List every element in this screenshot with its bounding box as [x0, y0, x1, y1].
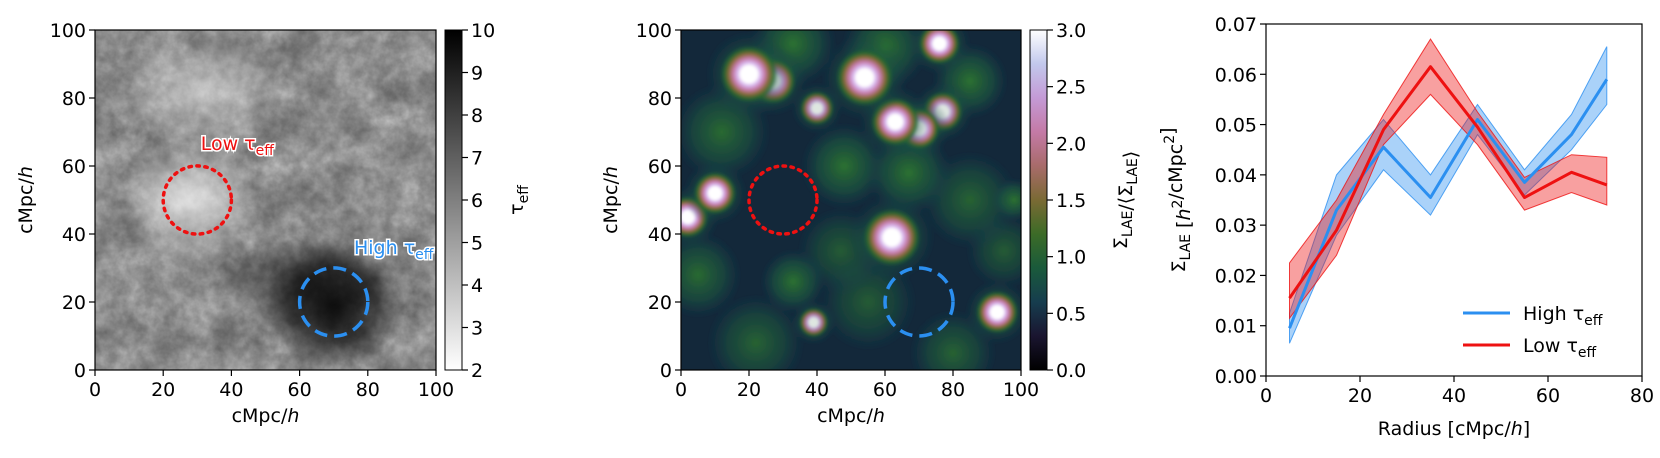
lae-density-peak — [720, 45, 778, 104]
tau-high-tau-label: High τeff — [354, 237, 434, 263]
tau-low-tau-label: Low τeff — [201, 133, 275, 159]
profile-y-tick-label: 0.01 — [1215, 316, 1257, 338]
lae-density-glow — [800, 122, 888, 210]
profile-y-tick-label: 0.07 — [1215, 14, 1257, 36]
tau-colorbar-tick-label: 2 — [471, 360, 483, 382]
tau-y-tick-label: 40 — [62, 224, 86, 246]
lae-colorbar-tick-label: 0.5 — [1056, 303, 1086, 325]
lae-colorbar-tick-label: 2.5 — [1056, 77, 1086, 99]
profile-y-tick-label: 0.03 — [1215, 215, 1257, 237]
tau-y-tick-label: 80 — [62, 88, 86, 110]
profile-y-axis-label: ΣLAE [h2/cMpc2] — [1157, 127, 1195, 272]
lae-y-tick-label: 20 — [648, 292, 672, 314]
lae-x-tick-label: 80 — [941, 379, 965, 401]
tau-colorbar-tick-label: 10 — [471, 20, 495, 42]
lae-colorbar-tick-label: 3.0 — [1056, 20, 1086, 42]
lae-density-heatmap-image — [681, 30, 1021, 370]
lae-colorbar-tick-label: 1.0 — [1056, 247, 1086, 269]
profile-x-tick-label: 40 — [1442, 385, 1466, 407]
tau-colorbar-tick-label: 3 — [471, 318, 483, 340]
tau-x-tick-label: 60 — [288, 379, 312, 401]
lae-y-tick-label: 80 — [648, 88, 672, 110]
profile-x-tick-label: 20 — [1348, 385, 1372, 407]
lae-y-tick-label: 0 — [660, 360, 672, 382]
lae-y-tick-label: 40 — [648, 224, 672, 246]
tau-x-tick-label: 80 — [356, 379, 380, 401]
lae-density-glow — [760, 248, 826, 315]
profile-y-tick-label: 0.02 — [1215, 265, 1257, 287]
tau-colorbar — [444, 29, 463, 371]
lae-density-peak — [693, 171, 737, 215]
tau-y-tick-label: 100 — [50, 20, 86, 42]
panel-lae-density-map: 0 20 40 60 80 100 0 20 40 60 80 100 cMpc/h cMpc/h 0… — [600, 20, 1142, 427]
tau-x-tick-label: 0 — [89, 379, 101, 401]
lae-density-peak — [862, 208, 921, 267]
lae-high-tau-region-circle — [883, 266, 955, 338]
lae-colorbar-label: ΣLAE/⟨ΣLAE⟩ — [1110, 151, 1142, 249]
tau-y-tick-label: 0 — [74, 360, 86, 382]
lae-density-peak — [798, 307, 829, 338]
low-tau-error-band — [1289, 38, 1608, 320]
tau-x-tick-label: 100 — [418, 379, 454, 401]
high-tau-series-line — [1288, 78, 1609, 329]
tau-colorbar-tick-label: 8 — [471, 105, 483, 127]
lae-colorbar-tick-label: 0.0 — [1056, 360, 1086, 382]
lae-y-tick-label: 60 — [648, 156, 672, 178]
profile-legend: High τeff Low τeff — [1463, 303, 1603, 361]
lae-colorbar — [1029, 29, 1048, 371]
tau-x-tick-label: 40 — [219, 379, 243, 401]
tau-colorbar-tick-label: 7 — [471, 148, 483, 170]
panel-tau-map: Low τeff High τeff 0 20 40 60 80 100 0 20 40 60 80 1… — [15, 20, 532, 427]
profile-x-tick-label: 0 — [1260, 385, 1272, 407]
profile-x-tick-label: 60 — [1536, 385, 1560, 407]
lae-density-glow — [681, 231, 742, 319]
lae-y-axis-label: cMpc/h — [600, 166, 622, 234]
profile-x-tick-label: 80 — [1630, 385, 1654, 407]
tau-low-tau-region-circle — [161, 164, 234, 236]
lae-density-glow — [992, 178, 1021, 222]
lae-low-tau-region-circle — [747, 164, 819, 236]
tau-colorbar-tick-label: 9 — [471, 63, 483, 85]
legend-high-tau-label: High τeff — [1523, 303, 1603, 329]
tau-y-tick-label: 60 — [62, 156, 86, 178]
lae-x-tick-label: 100 — [1003, 379, 1039, 401]
lae-x-tick-label: 40 — [805, 379, 829, 401]
tau-colorbar-tick-label: 4 — [471, 275, 483, 297]
profile-y-tick-label: 0.04 — [1215, 165, 1257, 187]
lae-x-tick-label: 0 — [675, 379, 687, 401]
lae-density-peak — [835, 48, 894, 107]
profile-y-tick-label: 0.05 — [1215, 115, 1257, 137]
lae-density-peak — [975, 290, 1019, 334]
lae-x-tick-label: 20 — [737, 379, 761, 401]
lae-density-peak — [799, 91, 835, 126]
tau-x-tick-label: 20 — [151, 379, 175, 401]
tau-y-tick-label: 20 — [62, 292, 86, 314]
tau-heatmap-image — [95, 30, 436, 370]
profile-y-tick-label: 0.00 — [1215, 366, 1257, 388]
lae-y-tick-label: 100 — [636, 20, 672, 42]
low-tau-series-line — [1288, 65, 1608, 299]
tau-colorbar-label: τeff — [506, 185, 532, 215]
tau-y-axis-label: cMpc/h — [15, 166, 37, 234]
tau-high-tau-region-circle — [297, 266, 370, 338]
profile-x-axis-label: Radius [cMpc/h] — [1378, 418, 1530, 440]
tau-x-axis-label: cMpc/h — [232, 405, 300, 427]
lae-x-axis-label: cMpc/h — [817, 405, 885, 427]
panel-radial-profile: 0 20 40 60 80 0.00 0.01 0.02 0.03 0.04 0.05 0.06 0.0… — [1157, 14, 1654, 440]
legend-low-tau-label: Low τeff — [1523, 335, 1597, 361]
lae-density-glow — [706, 293, 805, 370]
profile-y-tick-label: 0.06 — [1215, 64, 1257, 86]
lae-colorbar-tick-label: 1.5 — [1056, 190, 1086, 212]
lae-x-tick-label: 60 — [873, 379, 897, 401]
lae-axes-frame — [680, 29, 1022, 371]
tau-colorbar-tick-label: 5 — [471, 233, 483, 255]
lae-density-peak — [918, 30, 961, 65]
tau-axes-frame — [94, 29, 437, 371]
lae-colorbar-tick-label: 2.0 — [1056, 133, 1086, 155]
tau-colorbar-tick-label: 6 — [471, 190, 483, 212]
